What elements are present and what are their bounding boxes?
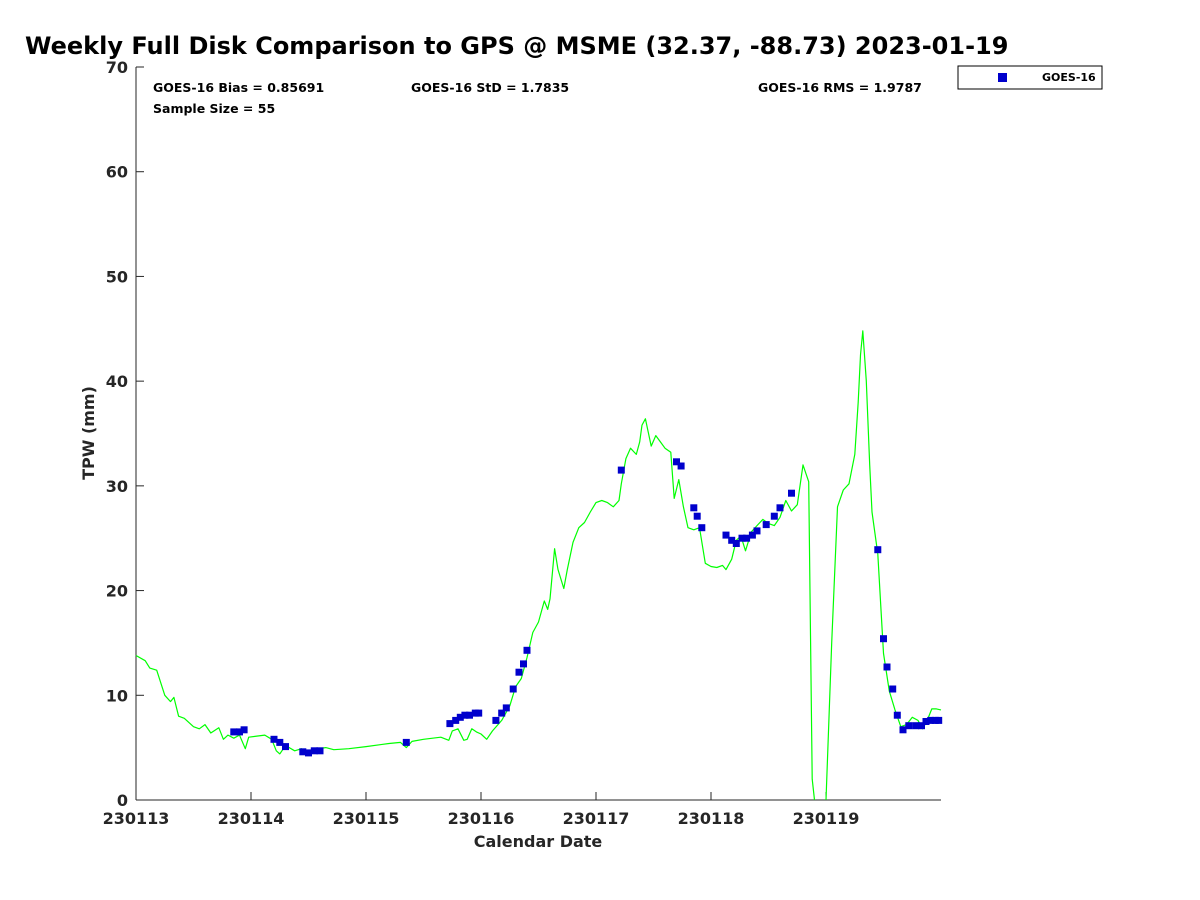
stat-sample-size: Sample Size = 55 <box>153 101 275 116</box>
stat-std: GOES-16 StD = 1.7835 <box>411 80 569 95</box>
legend-label-goes16: GOES-16 <box>1042 71 1096 84</box>
x-tick-label: 230117 <box>563 809 630 828</box>
goes16-data-point <box>316 747 324 755</box>
x-tick-label: 230114 <box>218 809 285 828</box>
goes16-data-point <box>722 531 730 539</box>
goes16-data-point <box>728 536 736 544</box>
y-tick-label: 10 <box>106 686 128 705</box>
x-axis-label: Calendar Date <box>474 832 603 851</box>
goes16-data-point <box>299 748 307 756</box>
goes16-data-point <box>402 738 410 746</box>
goes16-data-point <box>899 726 907 734</box>
goes16-data-point <box>515 668 523 676</box>
goes16-data-point <box>475 709 483 717</box>
gps-tpw-line <box>135 418 816 801</box>
goes16-data-point <box>282 743 289 751</box>
goes16-data-point <box>270 735 278 743</box>
goes16-data-point <box>935 716 943 724</box>
goes16-data-point <box>523 646 531 654</box>
goes16-data-point <box>905 722 913 730</box>
goes16-data-point <box>690 504 698 512</box>
goes16-data-point <box>498 709 506 717</box>
goes16-data-point <box>874 546 882 554</box>
goes16-data-point <box>240 726 248 734</box>
goes16-data-point <box>927 716 935 724</box>
goes16-data-point <box>305 749 312 757</box>
goes16-data-point <box>693 512 701 520</box>
goes16-data-point <box>520 660 527 668</box>
y-tick-label: 0 <box>117 791 128 810</box>
goes16-data-point <box>673 458 680 466</box>
goes16-data-point <box>880 635 887 643</box>
goes16-data-point <box>883 663 891 671</box>
x-tick-label: 230115 <box>333 809 400 828</box>
stat-rms: GOES-16 RMS = 1.9787 <box>758 80 922 95</box>
goes16-data-point <box>677 462 685 470</box>
goes16-data-point <box>230 728 238 736</box>
legend: GOES-16 <box>957 65 1103 90</box>
series-layer <box>135 330 943 801</box>
goes16-data-point <box>492 716 500 724</box>
goes16-data-point <box>466 711 473 719</box>
legend-box <box>957 65 1103 90</box>
goes16-data-point <box>276 738 284 746</box>
goes16-data-point <box>509 685 517 693</box>
goes16-data-point <box>748 531 756 539</box>
goes16-data-point <box>770 512 778 520</box>
goes16-data-point <box>502 704 510 712</box>
goes16-data-point <box>922 718 930 725</box>
x-tick-label: 230113 <box>103 809 170 828</box>
goes16-data-point <box>762 521 770 529</box>
y-tick-label: 30 <box>106 477 128 496</box>
stat-bias: GOES-16 Bias = 0.85691 <box>153 80 324 95</box>
x-tick-label: 230116 <box>448 809 515 828</box>
goes16-data-point <box>776 504 784 512</box>
goes16-data-point <box>310 747 318 755</box>
y-axis-label: TPW (mm) <box>79 386 98 480</box>
goes16-data-point <box>452 716 460 724</box>
chart-title: Weekly Full Disk Comparison to GPS @ MSM… <box>25 32 1008 60</box>
y-tick-label: 70 <box>106 58 128 77</box>
goes16-data-point <box>456 713 464 721</box>
goes16-data-point <box>893 711 901 719</box>
goes16-data-point <box>698 524 706 532</box>
plot-area <box>135 67 941 801</box>
goes16-data-point <box>461 711 469 719</box>
x-tick-label: 230118 <box>678 809 745 828</box>
y-tick-label: 50 <box>106 267 128 286</box>
goes16-data-point <box>889 685 897 693</box>
goes16-data-point <box>753 527 761 535</box>
goes16-data-point <box>617 466 625 474</box>
goes16-data-point <box>732 540 740 547</box>
goes16-data-point <box>743 534 751 542</box>
x-tick-label: 230119 <box>793 809 860 828</box>
legend-marker-goes16 <box>998 73 1007 82</box>
x-axis-ticks: 230113 230114 230115 230116 230117 230118 2301… <box>103 792 860 828</box>
goes16-data-point <box>788 489 795 497</box>
y-tick-label: 60 <box>106 163 128 182</box>
y-tick-label: 20 <box>106 582 128 601</box>
y-axis-ticks: 0 10 20 30 40 50 60 70 <box>106 58 144 810</box>
goes16-data-point <box>738 534 746 542</box>
goes16-data-point <box>236 728 243 736</box>
goes16-data-point <box>912 722 920 730</box>
goes16-data-point <box>918 722 925 730</box>
goes16-data-point <box>446 720 454 728</box>
y-tick-label: 40 <box>106 372 128 391</box>
